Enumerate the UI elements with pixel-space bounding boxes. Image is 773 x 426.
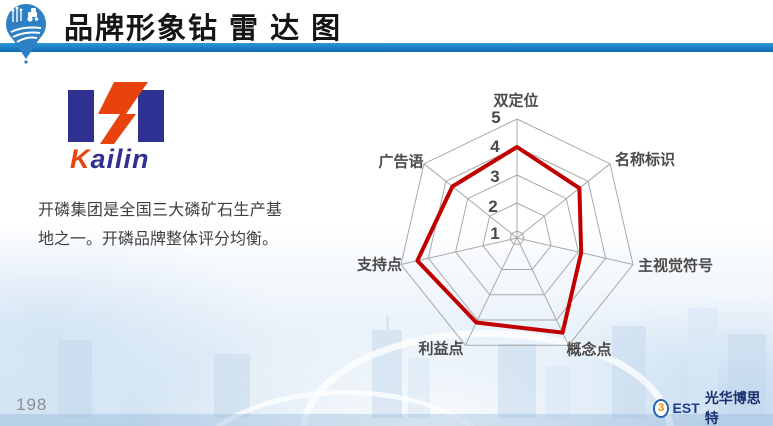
radar-grid-ring (509, 230, 525, 245)
kailin-logo: Kailin (62, 80, 192, 180)
radar-axis-label: 利益点 (418, 340, 464, 358)
kailin-logo-icon (68, 82, 164, 144)
radar-axis-spoke (423, 163, 518, 239)
best-logo-text: EST (672, 400, 700, 416)
radar-grid-ring (482, 202, 552, 270)
radar-grid-ring (427, 146, 607, 321)
best-logo-row: 3 EST 光华博思特 (653, 388, 763, 426)
page-title: 品牌形象钻 雷 达 图 (64, 13, 343, 45)
radar-axis-label: 名称标识 (615, 151, 676, 169)
radar-tick-label: 5 (491, 108, 501, 127)
best-logo-company: 光华博思特 (704, 390, 761, 426)
radar-axis-label: 支持点 (356, 256, 402, 274)
building-silhouette (58, 340, 92, 418)
kailin-wordmark: Kailin (70, 144, 150, 175)
radar-grid-ring (400, 118, 634, 346)
page-number: 198 (16, 395, 48, 414)
header-stripe (0, 43, 773, 52)
kailin-wordmark-rest: ailin (90, 144, 150, 174)
radar-tick-label: 1 (490, 224, 500, 243)
bottom-band (0, 414, 773, 426)
brand-description: 开磷集团是全国三大磷矿石生产基地之一。开磷品牌整体评分均衡。 (38, 202, 282, 248)
best-logo: 3 EST 光华博思特 消费大数据中心 (653, 388, 763, 426)
radar-chart: 双定位 名称标识 主视觉符号 概念点 利益点 支持点 广告语 5 4 3 2 1 (330, 80, 760, 380)
building-silhouette (96, 362, 122, 418)
radar-axis-label: 主视觉符号 (638, 257, 714, 275)
best-logo-icon: 3 (653, 398, 670, 418)
radar-axis-spoke (516, 163, 611, 239)
farm-pin-logo-icon (6, 4, 46, 64)
radar-grid-ring (455, 174, 579, 296)
radar-tick-label: 4 (490, 137, 500, 156)
building-silhouette (214, 354, 250, 418)
radar-axis-label: 广告语 (378, 153, 424, 171)
radar-series-polygon (415, 145, 584, 335)
radar-axis-spoke (516, 237, 634, 265)
radar-svg (400, 118, 634, 346)
radar-axis-label: 双定位 (493, 92, 539, 110)
radar-axis-spoke (464, 237, 518, 346)
radar-axis-spoke (516, 237, 570, 346)
kailin-wordmark-k: K (70, 144, 91, 174)
header: 品牌形象钻 雷 达 图 (0, 0, 773, 64)
radar-axis-label: 概念点 (566, 341, 612, 359)
radar-tick-label: 3 (490, 167, 500, 186)
radar-axis-spoke (400, 237, 518, 265)
radar-tick-label: 2 (488, 197, 498, 216)
best-logo-icon-glyph: 3 (658, 401, 665, 414)
